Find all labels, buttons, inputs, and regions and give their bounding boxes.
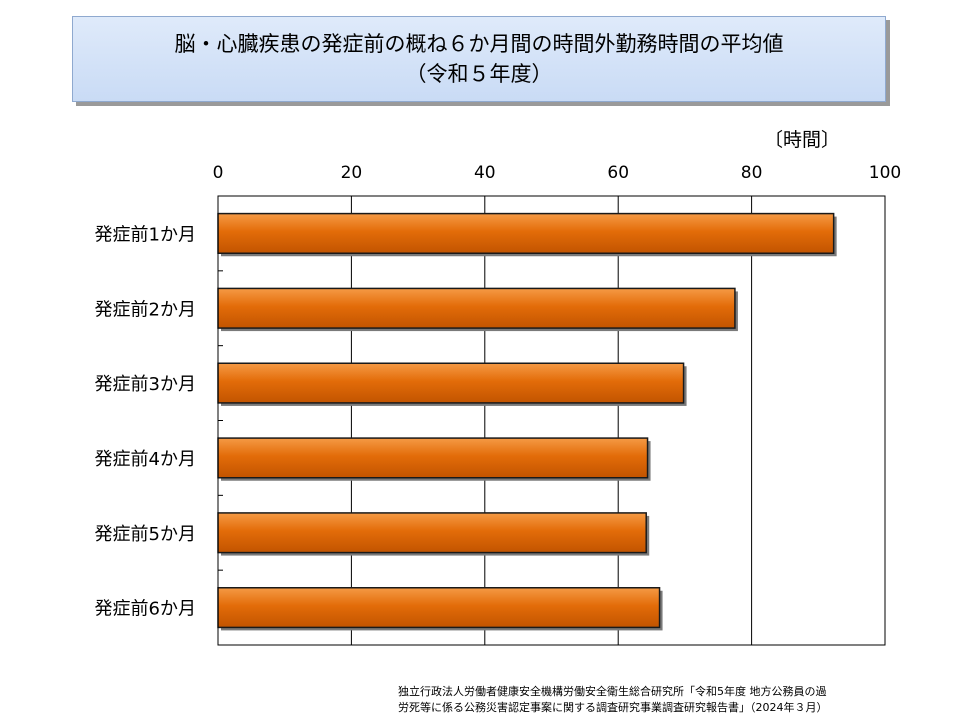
bar <box>217 512 647 554</box>
chart-title-box: 脳・心臓疾患の発症前の概ね６か月間の時間外勤務時間の平均値 （令和５年度） <box>72 16 886 102</box>
x-tick-label: 0 <box>213 163 224 183</box>
bar <box>217 362 685 404</box>
chart-title: 脳・心臓疾患の発症前の概ね６か月間の時間外勤務時間の平均値 <box>174 32 784 56</box>
category-label: 発症前2か月 <box>95 299 196 320</box>
x-tick-label: 80 <box>741 163 763 183</box>
x-tick-label: 100 <box>869 163 901 183</box>
category-label: 発症前5か月 <box>95 524 196 545</box>
bar <box>217 287 736 329</box>
x-tick-label: 60 <box>607 163 629 183</box>
source-note: 独立行政法人労働者健康安全機構労働安全衛生総合研究所「令和5年度 地方公務員の過… <box>398 684 954 716</box>
bars <box>217 212 837 631</box>
category-label: 発症前1か月 <box>95 224 196 245</box>
x-tick-label: 20 <box>341 163 363 183</box>
unit-label: 〔時間〕 <box>764 129 840 151</box>
axes <box>217 195 886 646</box>
source-line-2: 労死等に係る公務災害認定事案に関する調査研究事業調査研究報告書」（2024年３月… <box>398 701 828 714</box>
bar <box>217 437 649 479</box>
chart-subtitle: （令和５年度） <box>405 62 553 86</box>
category-label: 発症前4か月 <box>95 449 196 470</box>
source-line-1: 独立行政法人労働者健康安全機構労働安全衛生総合研究所「令和5年度 地方公務員の過 <box>398 685 827 698</box>
bar <box>217 587 661 629</box>
grid-lines <box>350 196 753 645</box>
category-label: 発症前6か月 <box>95 599 196 620</box>
plot-frame <box>217 195 886 646</box>
category-label: 発症前3か月 <box>95 374 196 395</box>
x-tick-label: 40 <box>474 163 496 183</box>
labels: 0 20 40 60 80 100 〔時間〕発症前1か月発症前2か月発症前3か月発症前4か月… <box>95 129 902 620</box>
bar <box>217 212 835 254</box>
